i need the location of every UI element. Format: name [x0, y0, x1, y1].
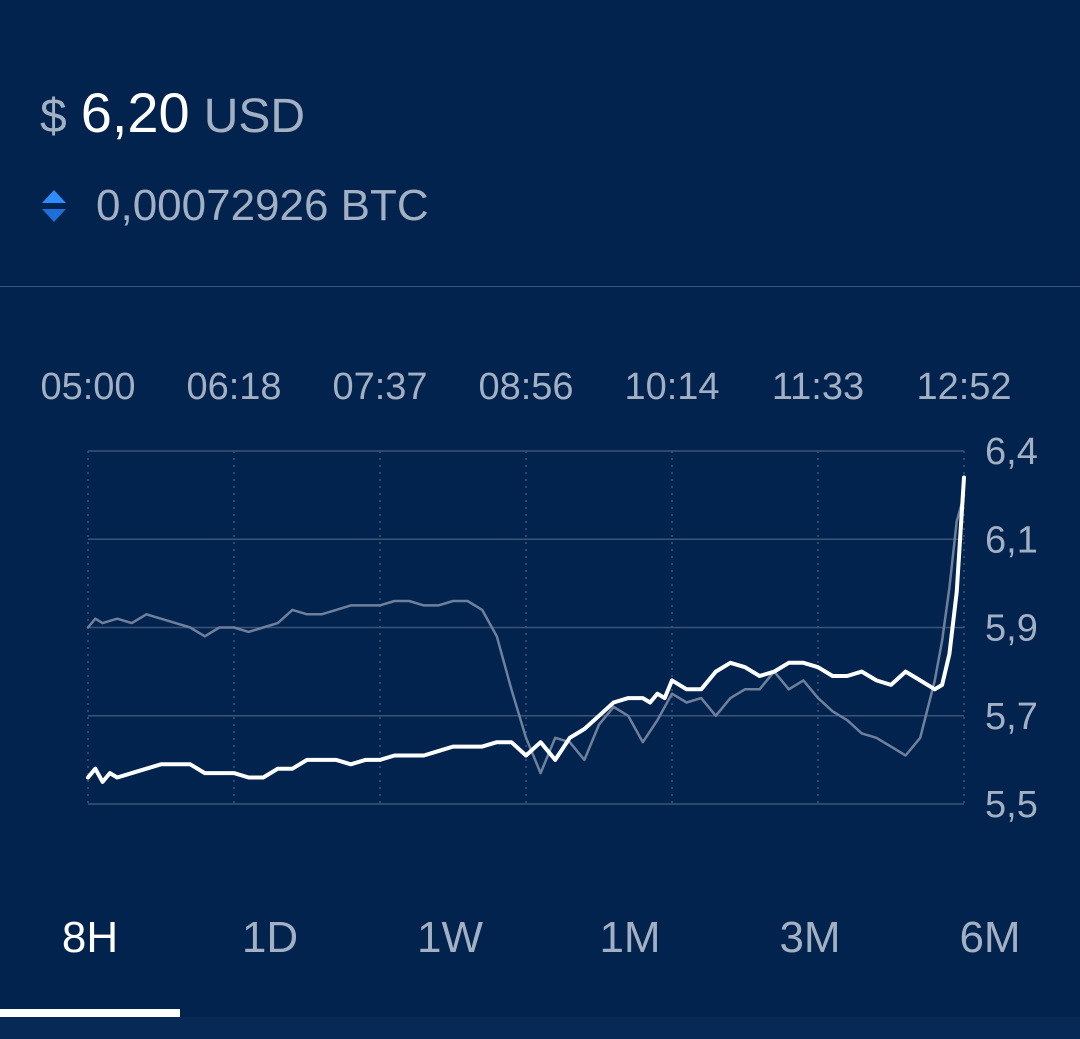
currency-code: USD: [203, 90, 306, 143]
tab-1d[interactable]: 1D: [241, 913, 299, 962]
active-tab-indicator: [0, 1009, 180, 1017]
y-tick-label: 5,7: [985, 696, 1038, 738]
header-divider: [0, 286, 1080, 287]
bottom-strip: [0, 1017, 1080, 1039]
x-tick-label: 08:56: [478, 366, 573, 408]
primary-series-line: [86, 475, 966, 784]
swap-vertical-icon[interactable]: [40, 188, 68, 224]
price-value: 6,20: [80, 81, 190, 144]
secondary-series-line: [86, 493, 966, 775]
x-tick-label: 10:14: [624, 366, 719, 408]
horizontal-grid: [88, 450, 964, 805]
tab-1m[interactable]: 1M: [599, 913, 661, 962]
tab-3m[interactable]: 3M: [779, 913, 841, 962]
x-tick-label: 06:18: [186, 366, 281, 408]
x-tick-label: 11:33: [772, 366, 864, 408]
btc-value: 0,00072926 BTC: [96, 181, 429, 230]
y-tick-label: 5,5: [985, 784, 1038, 826]
x-tick-label: 05:00: [40, 366, 135, 408]
btc-conversion-row[interactable]: 0,00072926 BTC: [40, 178, 429, 234]
tab-1w[interactable]: 1W: [417, 913, 483, 962]
timeframe-tabs: 8H 1D 1W 1M 3M 6M: [0, 900, 1080, 980]
x-tick-label: 12:52: [916, 366, 1011, 408]
price-header: $6,20 USD: [40, 80, 305, 160]
y-tick-label: 6,1: [985, 519, 1038, 561]
tab-6m[interactable]: 6M: [959, 913, 1021, 962]
series-layer: [86, 475, 966, 784]
price-chart[interactable]: 05:00 06:18 07:37 08:56 10:14 11:33 12:52 6,46…: [0, 340, 1080, 860]
y-tick-label: 6,4: [985, 431, 1038, 473]
y-tick-label: 5,9: [985, 608, 1038, 650]
currency-symbol: $: [40, 90, 67, 143]
y-axis-tick-labels: 6,4 6,1 5,9 5,7 5,5: [985, 431, 1038, 826]
tab-8h[interactable]: 8H: [61, 913, 119, 962]
x-tick-label: 07:37: [332, 366, 427, 408]
x-axis-tick-labels: 05:00 06:18 07:37 08:56 10:14 11:33 12:52: [40, 366, 1011, 408]
